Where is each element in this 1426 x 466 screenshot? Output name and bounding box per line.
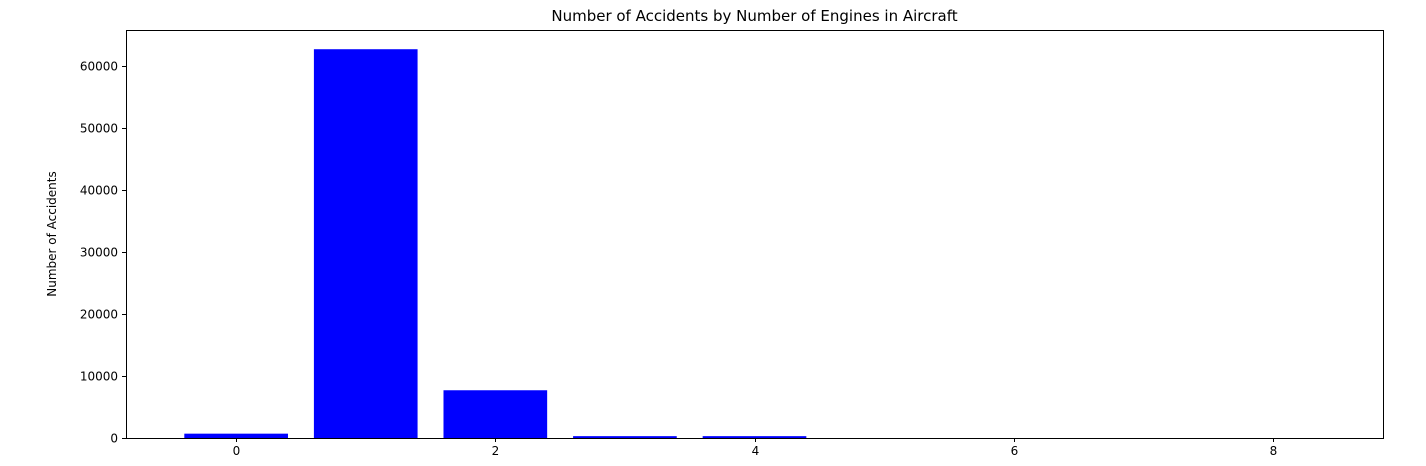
x-tick-label: 8 xyxy=(1270,444,1278,458)
bar-engines-3 xyxy=(573,436,677,438)
y-tick-label: 40000 xyxy=(80,184,118,198)
y-tick-label: 50000 xyxy=(80,122,118,136)
x-tick-label: 4 xyxy=(752,444,760,458)
chart-title: Number of Accidents by Number of Engines… xyxy=(551,7,957,25)
bar-engines-1 xyxy=(313,49,418,438)
bar-engines-0 xyxy=(184,433,288,438)
y-axis-ticks: 0 10000 20000 30000 40000 50000 60000 xyxy=(80,60,126,446)
bars-group xyxy=(184,49,807,438)
x-tick-label: 2 xyxy=(492,444,500,458)
y-tick-label: 0 xyxy=(110,432,118,446)
x-tick-label: 6 xyxy=(1011,444,1019,458)
y-tick-label: 60000 xyxy=(80,60,118,74)
bar-engines-2 xyxy=(443,390,548,438)
x-tick-label: 0 xyxy=(233,444,241,458)
y-tick-label: 20000 xyxy=(80,308,118,322)
bar-engines-4 xyxy=(702,436,807,438)
y-axis-label: Number of Accidents xyxy=(45,171,59,297)
y-tick-label: 30000 xyxy=(80,246,118,260)
x-axis-ticks: 0 2 4 6 8 xyxy=(233,438,1278,458)
plot-frame xyxy=(126,30,1384,439)
y-tick-label: 10000 xyxy=(80,370,118,384)
